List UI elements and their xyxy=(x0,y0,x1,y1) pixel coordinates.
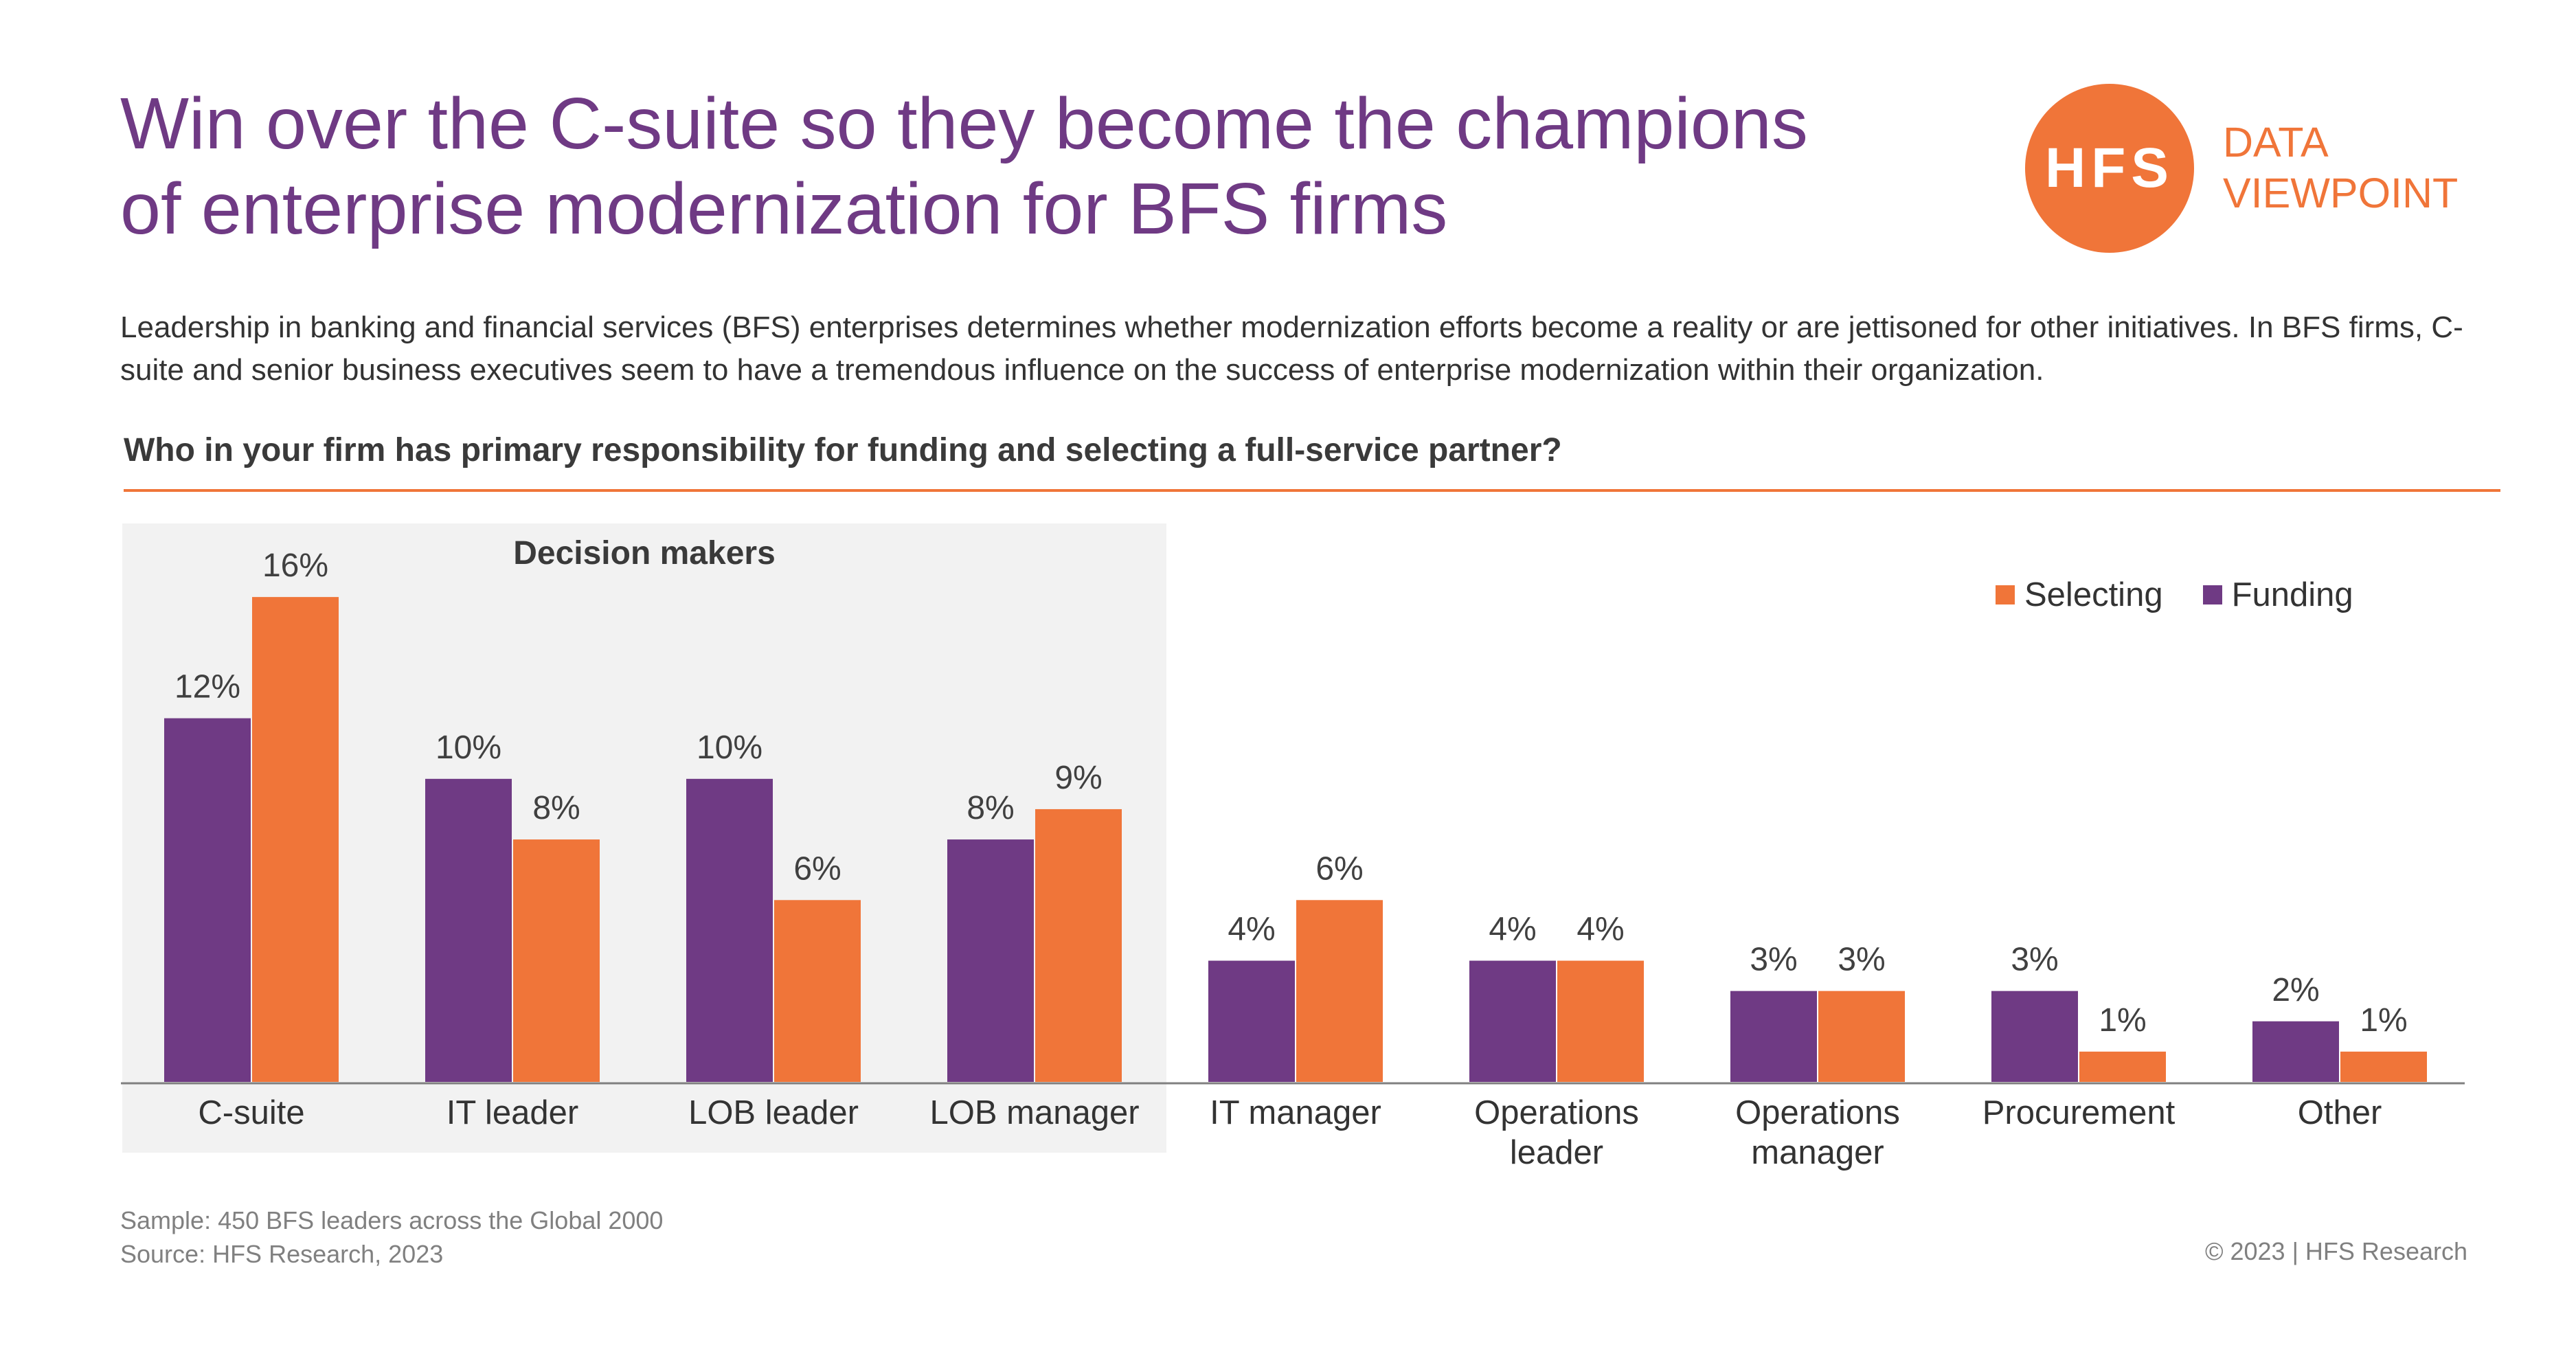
bar-funding xyxy=(425,778,512,1082)
legend-swatch-selecting xyxy=(1996,585,2015,604)
data-label-funding: 2% xyxy=(2272,972,2319,1008)
bar-selecting xyxy=(2079,1051,2166,1082)
data-label-selecting: 1% xyxy=(2360,1002,2407,1039)
copyright: © 2023 | HFS Research xyxy=(2204,1237,2467,1265)
bar-selecting xyxy=(1035,809,1122,1082)
data-label-selecting: 3% xyxy=(1838,942,1885,978)
data-label-selecting: 16% xyxy=(262,547,328,584)
bar-selecting xyxy=(774,900,861,1082)
page-title: Win over the C-suite so they become the … xyxy=(120,81,2009,251)
data-label-selecting: 9% xyxy=(1054,760,1102,796)
bar-selecting xyxy=(2340,1051,2427,1082)
bar-selecting xyxy=(1296,900,1383,1082)
bar-funding xyxy=(947,839,1034,1082)
survey-question: Who in your firm has primary responsibil… xyxy=(124,432,1562,468)
bar-selecting xyxy=(252,597,339,1082)
bar-selecting xyxy=(513,839,600,1082)
data-label-funding: 12% xyxy=(174,669,240,705)
category-label: leader xyxy=(1510,1134,1603,1171)
bar-funding xyxy=(1991,991,2078,1082)
source-note: Source: HFS Research, 2023 xyxy=(120,1240,444,1268)
bar-selecting xyxy=(1557,960,1644,1082)
badge-line-2: VIEWPOINT xyxy=(2223,170,2459,216)
title-line-2: of enterprise modernization for BFS firm… xyxy=(120,168,1448,249)
bar-selecting xyxy=(1818,991,1905,1082)
decision-makers-label: Decision makers xyxy=(513,535,776,572)
category-label: LOB manager xyxy=(929,1094,1139,1131)
data-label-funding: 4% xyxy=(1228,912,1275,948)
bar-funding xyxy=(686,778,773,1082)
hfs-logo: HFS xyxy=(2025,84,2194,253)
legend-label-funding: Funding xyxy=(2231,576,2353,613)
category-label: Operations xyxy=(1474,1094,1639,1131)
category-label: C-suite xyxy=(198,1094,304,1131)
bar-funding xyxy=(2252,1021,2339,1082)
category-label: Procurement xyxy=(1982,1094,2176,1131)
category-label: Operations xyxy=(1735,1094,1900,1131)
data-label-selecting: 4% xyxy=(1577,912,1624,948)
category-label: Other xyxy=(2298,1094,2382,1131)
chart-legend: Selecting Funding xyxy=(1996,576,2393,614)
category-label: IT leader xyxy=(447,1094,578,1131)
bar-funding xyxy=(1469,960,1556,1082)
data-label-selecting: 6% xyxy=(793,850,841,887)
legend-item-selecting: Selecting xyxy=(1996,576,2163,614)
data-label-selecting: 6% xyxy=(1315,850,1363,887)
bar-funding xyxy=(1208,960,1295,1082)
intro-paragraph: Leadership in banking and financial serv… xyxy=(120,310,2463,387)
divider-rule xyxy=(124,489,2500,492)
data-label-selecting: 8% xyxy=(532,790,580,826)
bar-funding xyxy=(1730,991,1817,1082)
data-label-funding: 10% xyxy=(697,730,762,766)
legend-item-funding: Funding xyxy=(2202,576,2353,614)
footnote: Sample: 450 BFS leaders across the Globa… xyxy=(120,1203,663,1271)
category-label: IT manager xyxy=(1210,1094,1381,1131)
data-viewpoint-badge: DATA VIEWPOINT xyxy=(2223,117,2458,218)
logo-text: HFS xyxy=(2045,137,2174,199)
data-label-funding: 8% xyxy=(967,790,1014,826)
data-label-funding: 3% xyxy=(2011,942,2058,978)
sample-note: Sample: 450 BFS leaders across the Globa… xyxy=(120,1206,664,1234)
category-label: LOB leader xyxy=(688,1094,859,1131)
data-label-funding: 4% xyxy=(1489,912,1536,948)
badge-line-1: DATA xyxy=(2223,119,2329,166)
category-label: manager xyxy=(1751,1134,1884,1171)
legend-swatch-funding xyxy=(2202,585,2222,604)
legend-label-selecting: Selecting xyxy=(2024,576,2163,613)
data-label-funding: 3% xyxy=(1750,942,1797,978)
data-label-selecting: 1% xyxy=(2099,1002,2146,1039)
title-line-1: Win over the C-suite so they become the … xyxy=(120,83,1808,164)
data-label-funding: 10% xyxy=(436,730,501,766)
bar-funding xyxy=(164,718,251,1082)
